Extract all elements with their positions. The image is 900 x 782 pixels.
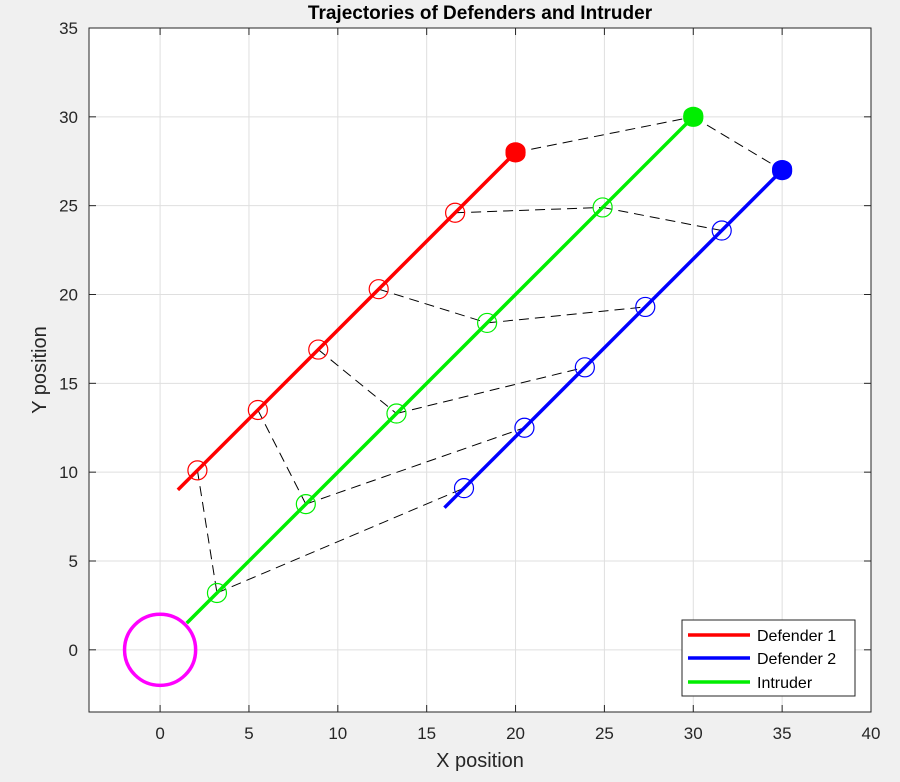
- y-tick-label: 35: [59, 19, 78, 38]
- y-tick-label: 0: [69, 641, 78, 660]
- marker-defender-2: [453, 478, 475, 499]
- chart-title: Trajectories of Defenders and Intruder: [308, 3, 653, 24]
- x-tick-label: 5: [244, 724, 253, 743]
- x-tick-label: 15: [417, 724, 436, 743]
- legend: Defender 1 Defender 2 Intruder: [681, 619, 856, 697]
- marker-intruder: [477, 312, 498, 334]
- end-marker-defender-1: [509, 142, 526, 159]
- connection-intruder-defender2: [487, 306, 646, 324]
- marker-defender-2: [635, 296, 656, 318]
- y-tick-label: 30: [59, 108, 78, 127]
- y-tick-label: 15: [59, 374, 78, 393]
- x-tick-label: 35: [773, 724, 792, 743]
- y-tick-label: 10: [59, 463, 78, 482]
- marker-intruder: [386, 403, 407, 424]
- target-zone-circle: [122, 612, 198, 688]
- x-tick-label: 0: [155, 724, 164, 743]
- y-tick-label: 25: [59, 197, 78, 216]
- marker-defender-1: [247, 399, 268, 421]
- marker-defender-1: [187, 460, 208, 481]
- target-circle: [122, 612, 198, 688]
- marker-defender-1: [445, 202, 466, 223]
- legend-label-defender-1: Defender 1: [757, 628, 836, 645]
- connection-defender1-intruder: [257, 409, 307, 505]
- connection-defender1-intruder: [515, 116, 694, 153]
- marker-defender-1: [368, 279, 389, 300]
- marker-defender-2: [574, 357, 595, 378]
- connection-defender1-intruder: [196, 470, 218, 594]
- marker-intruder: [206, 582, 228, 604]
- connection-defender1-intruder: [317, 349, 397, 414]
- x-tick-label: 40: [862, 724, 881, 743]
- axes-box: [88, 27, 872, 713]
- connection-defender1-intruder: [455, 206, 603, 214]
- end-marker-defender-2: [776, 160, 793, 177]
- connection-defender1-intruder: [378, 288, 488, 324]
- end-marker-intruder: [687, 107, 704, 124]
- connection-intruder-defender2: [693, 116, 783, 171]
- x-tick-label: 25: [595, 724, 614, 743]
- connection-lines: [196, 116, 783, 594]
- x-tick-label: 30: [684, 724, 703, 743]
- connection-intruder-defender2: [396, 366, 585, 415]
- connection-intruder-defender2: [602, 206, 722, 232]
- x-tick-label: 10: [328, 724, 347, 743]
- connection-intruder-defender2: [216, 487, 465, 594]
- marker-intruder: [592, 197, 613, 218]
- trajectory-series: [176, 106, 793, 625]
- x-axis-label: X position: [436, 750, 524, 772]
- series-line-intruder: [185, 115, 695, 625]
- y-axis-label: Y position: [29, 326, 51, 413]
- marker-intruder: [295, 494, 316, 515]
- x-tick-label: 20: [506, 724, 525, 743]
- axis-ticks: 0 5 10 15 20 25 30 35 40 0 5 10 15 20 25 30 35: [59, 19, 880, 743]
- legend-label-intruder: Intruder: [757, 675, 813, 692]
- legend-label-defender-2: Defender 2: [757, 651, 836, 668]
- y-tick-label: 5: [69, 552, 78, 571]
- series-line-defender-2: [443, 168, 784, 509]
- connection-intruder-defender2: [305, 427, 525, 505]
- series-line-defender-1: [176, 151, 517, 492]
- marker-defender-2: [711, 220, 732, 241]
- marker-defender-1: [308, 339, 329, 360]
- marker-defender-2: [514, 417, 535, 438]
- plot-area: [89, 28, 871, 712]
- y-tick-label: 20: [59, 285, 78, 304]
